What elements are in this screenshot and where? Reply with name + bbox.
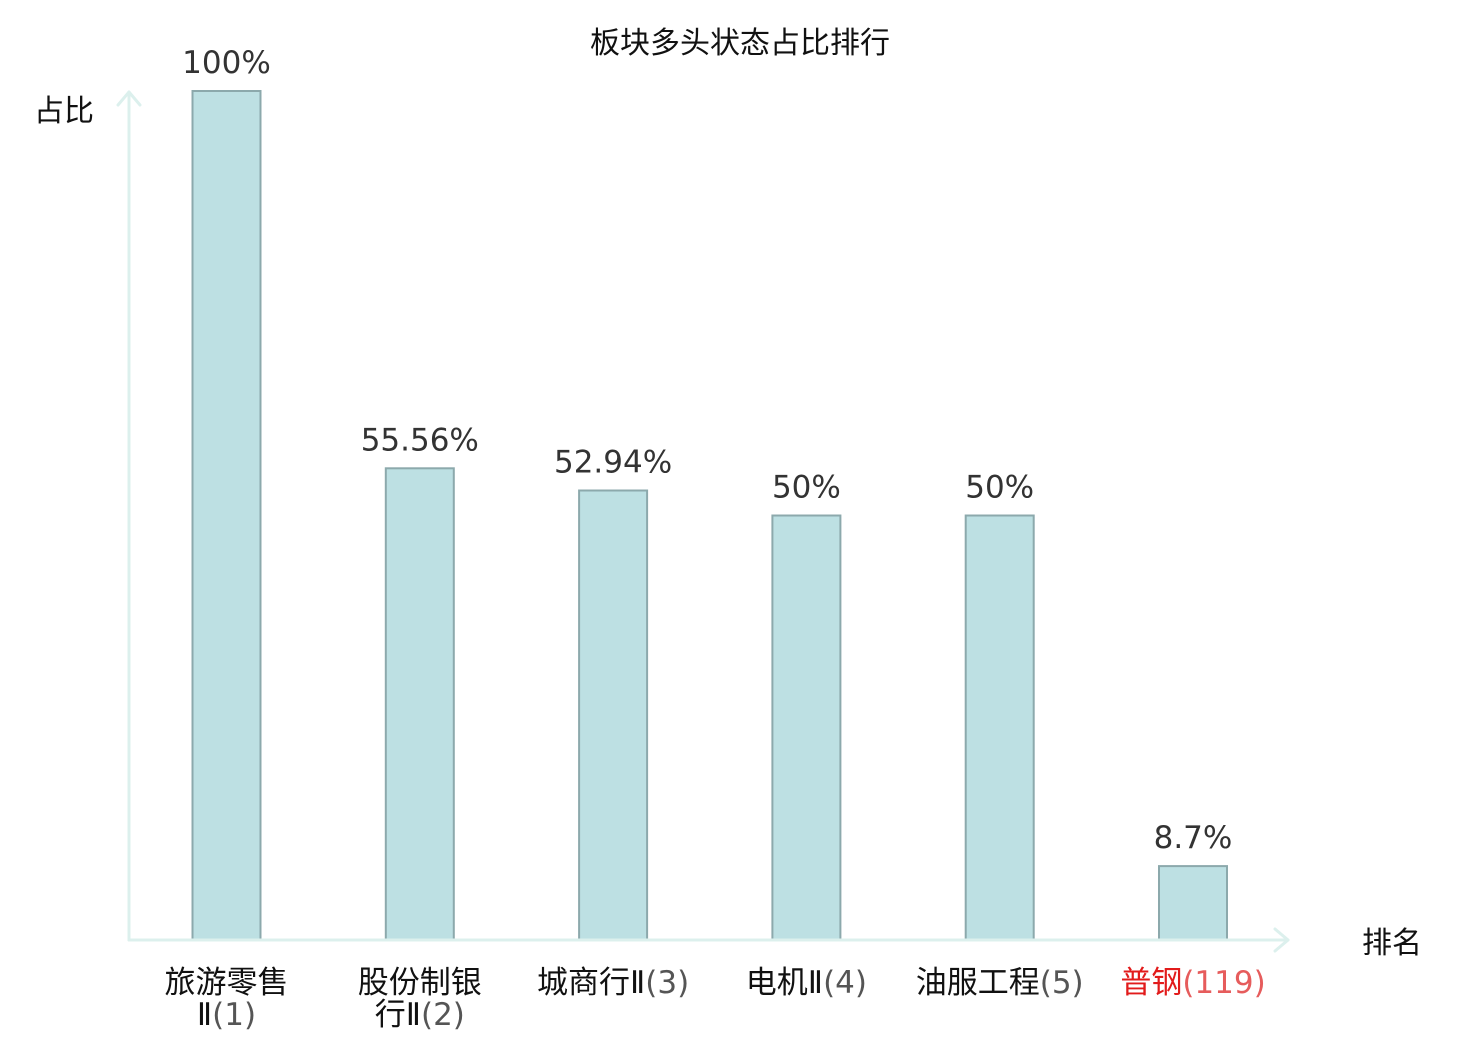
value-labels: 100% 55.56% 52.94% 50% 50% 8.7%	[182, 45, 1232, 856]
chart-title: 板块多头状态占比排行	[590, 26, 890, 61]
x-tick-rank: (119)	[1182, 965, 1266, 1001]
value-label-1: 100%	[182, 45, 271, 81]
y-axis-label: 占比	[34, 94, 94, 129]
x-tick-label-5: 油服工程(5)	[916, 967, 1084, 999]
bar-1	[191, 90, 262, 941]
x-tick-rank: (2)	[420, 997, 465, 1033]
x-tick-label-6: 普钢(119)	[1120, 967, 1265, 999]
x-tick-category: 普钢	[1120, 965, 1183, 1001]
value-label-2: 55.56%	[361, 422, 479, 458]
bar-2	[384, 467, 455, 941]
y-axis-arrow	[116, 90, 142, 107]
x-tick-rank: (5)	[1039, 965, 1084, 1001]
bar-3	[578, 489, 649, 941]
x-tick-category: 股份制银行Ⅱ	[357, 965, 482, 1033]
x-tick-rank: (3)	[645, 965, 690, 1001]
x-tick-rank: (4)	[823, 965, 867, 1001]
value-label-5: 50%	[965, 470, 1034, 506]
x-tick-category: 城商行Ⅱ	[537, 965, 646, 1001]
x-tick-category: 油服工程	[915, 965, 1040, 1001]
x-tick-label-2: 股份制银行Ⅱ(2)	[355, 967, 485, 1031]
x-tick-label-1: 旅游零售Ⅱ(1)	[161, 967, 291, 1031]
bar-5	[964, 514, 1035, 941]
x-tick-category: 旅游零售Ⅱ	[164, 965, 289, 1033]
x-tick-label-4: 电机Ⅱ(4)	[746, 967, 867, 999]
bar-6	[1158, 865, 1228, 941]
bar-4	[771, 514, 842, 941]
value-label-4: 50%	[772, 470, 841, 506]
axes	[116, 90, 1290, 953]
x-axis-label: 排名	[1362, 926, 1422, 961]
x-tick-category: 电机Ⅱ	[745, 965, 824, 1001]
x-tick-label-3: 城商行Ⅱ(3)	[537, 967, 689, 999]
x-tick-rank: (1)	[212, 997, 257, 1033]
value-label-3: 52.94%	[554, 445, 672, 481]
x-axis-arrow	[1273, 927, 1290, 953]
bars	[191, 90, 1228, 941]
value-label-6: 8.7%	[1154, 820, 1233, 856]
